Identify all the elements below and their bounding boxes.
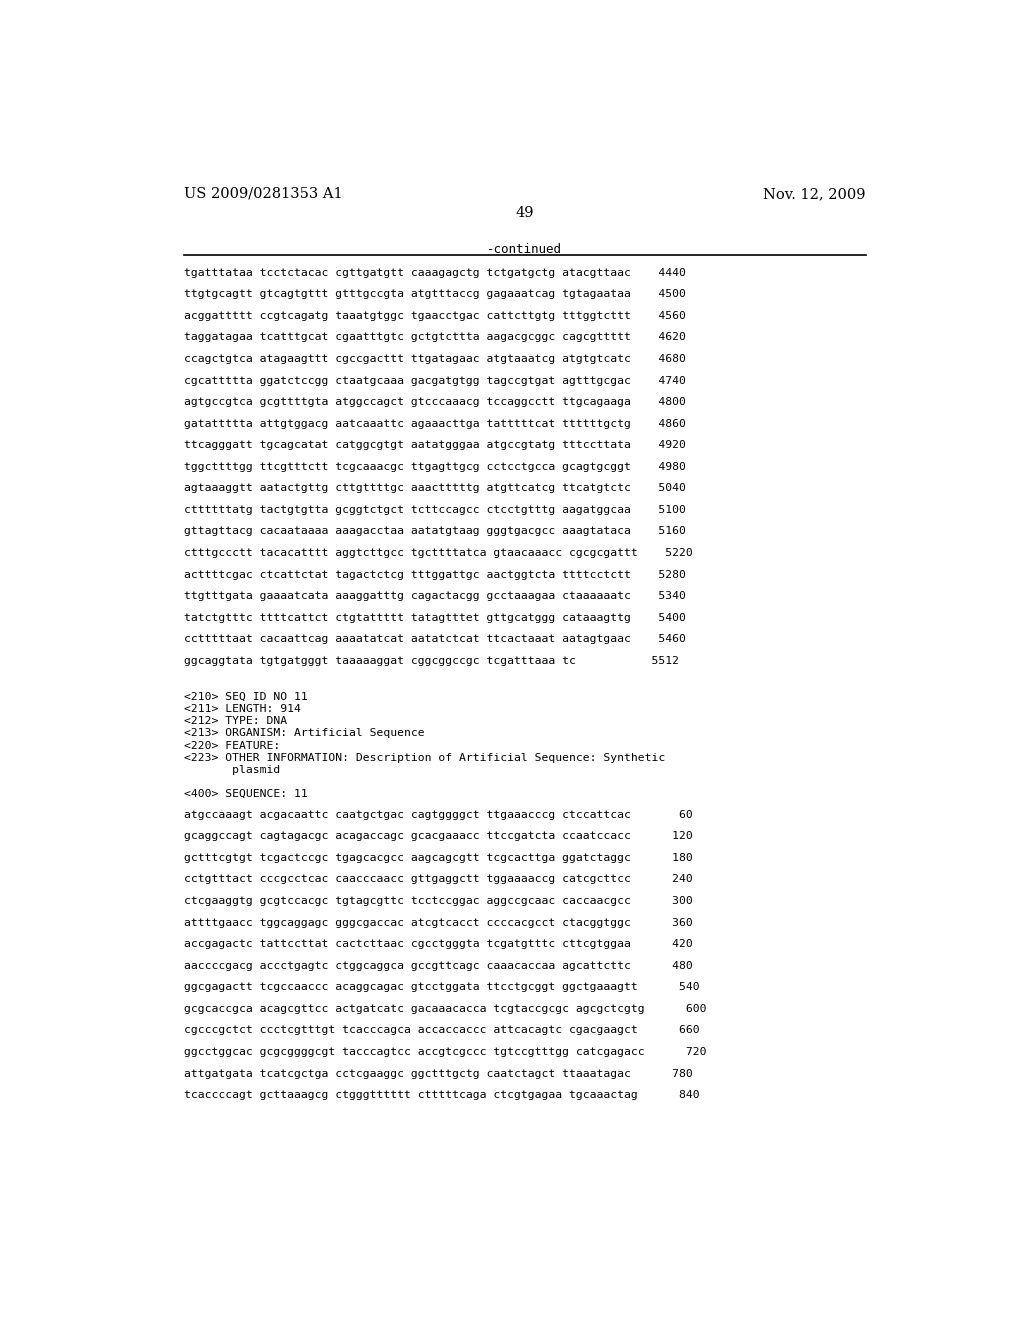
Text: <220> FEATURE:: <220> FEATURE: (183, 741, 280, 751)
Text: Nov. 12, 2009: Nov. 12, 2009 (763, 187, 866, 201)
Text: accgagactc tattccttat cactcttaac cgcctgggta tcgatgtttc cttcgtggaa      420: accgagactc tattccttat cactcttaac cgcctgg… (183, 940, 692, 949)
Text: gcaggccagt cagtagacgc acagaccagc gcacgaaacc ttccgatcta ccaatccacc      120: gcaggccagt cagtagacgc acagaccagc gcacgaa… (183, 832, 692, 841)
Text: ccagctgtca atagaagttt cgccgacttt ttgatagaac atgtaaatcg atgtgtcatc    4680: ccagctgtca atagaagttt cgccgacttt ttgatag… (183, 354, 686, 364)
Text: gctttcgtgt tcgactccgc tgagcacgcc aagcagcgtt tcgcacttga ggatctaggc      180: gctttcgtgt tcgactccgc tgagcacgcc aagcagc… (183, 853, 692, 863)
Text: <223> OTHER INFORMATION: Description of Artificial Sequence: Synthetic: <223> OTHER INFORMATION: Description of … (183, 752, 665, 763)
Text: gcgcaccgca acagcgttcc actgatcatc gacaaacacca tcgtaccgcgc agcgctcgtg      600: gcgcaccgca acagcgttcc actgatcatc gacaaac… (183, 1003, 707, 1014)
Text: 49: 49 (515, 206, 535, 220)
Text: attgatgata tcatcgctga cctcgaaggc ggctttgctg caatctagct ttaaatagac      780: attgatgata tcatcgctga cctcgaaggc ggctttg… (183, 1069, 692, 1078)
Text: ctcgaaggtg gcgtccacgc tgtagcgttc tcctccggac aggccgcaac caccaacgcc      300: ctcgaaggtg gcgtccacgc tgtagcgttc tcctccg… (183, 896, 692, 906)
Text: gatattttta attgtggacg aatcaaattc agaaacttga tatttttcat ttttttgctg    4860: gatattttta attgtggacg aatcaaattc agaaact… (183, 418, 686, 429)
Text: <211> LENGTH: 914: <211> LENGTH: 914 (183, 704, 301, 714)
Text: <213> ORGANISM: Artificial Sequence: <213> ORGANISM: Artificial Sequence (183, 729, 424, 738)
Text: tcaccccagt gcttaaagcg ctgggtttttt ctttttcaga ctcgtgagaa tgcaaactag      840: tcaccccagt gcttaaagcg ctgggtttttt cttttt… (183, 1090, 699, 1100)
Text: US 2009/0281353 A1: US 2009/0281353 A1 (183, 187, 342, 201)
Text: ggcaggtata tgtgatgggt taaaaaggat cggcggccgc tcgatttaaa tc           5512: ggcaggtata tgtgatgggt taaaaaggat cggcggc… (183, 656, 679, 665)
Text: agtgccgtca gcgttttgta atggccagct gtcccaaacg tccaggcctt ttgcagaaga    4800: agtgccgtca gcgttttgta atggccagct gtcccaa… (183, 397, 686, 407)
Text: gttagttacg cacaataaaa aaagacctaa aatatgtaag gggtgacgcc aaagtataca    5160: gttagttacg cacaataaaa aaagacctaa aatatgt… (183, 527, 686, 536)
Text: -continued: -continued (487, 243, 562, 256)
Text: tatctgtttc ttttcattct ctgtattttt tatagtttet gttgcatggg cataaagttg    5400: tatctgtttc ttttcattct ctgtattttt tatagtt… (183, 612, 686, 623)
Text: <400> SEQUENCE: 11: <400> SEQUENCE: 11 (183, 788, 307, 799)
Text: ttgtgcagtt gtcagtgttt gtttgccgta atgtttaccg gagaaatcag tgtagaataa    4500: ttgtgcagtt gtcagtgttt gtttgccgta atgttta… (183, 289, 686, 300)
Text: ttcagggatt tgcagcatat catggcgtgt aatatgggaa atgccgtatg tttccttata    4920: ttcagggatt tgcagcatat catggcgtgt aatatgg… (183, 441, 686, 450)
Text: tgatttataa tcctctacac cgttgatgtt caaagagctg tctgatgctg atacgttaac    4440: tgatttataa tcctctacac cgttgatgtt caaagag… (183, 268, 686, 277)
Text: cgcattttta ggatctccgg ctaatgcaaa gacgatgtgg tagccgtgat agtttgcgac    4740: cgcattttta ggatctccgg ctaatgcaaa gacgatg… (183, 376, 686, 385)
Text: <212> TYPE: DNA: <212> TYPE: DNA (183, 715, 287, 726)
Text: ggcgagactt tcgccaaccc acaggcagac gtcctggata ttcctgcggt ggctgaaagtt      540: ggcgagactt tcgccaaccc acaggcagac gtcctgg… (183, 982, 699, 993)
Text: ttgtttgata gaaaatcata aaaggatttg cagactacgg gcctaaagaa ctaaaaaatc    5340: ttgtttgata gaaaatcata aaaggatttg cagacta… (183, 591, 686, 601)
Text: <210> SEQ ID NO 11: <210> SEQ ID NO 11 (183, 692, 307, 701)
Text: aaccccgacg accctgagtc ctggcaggca gccgttcagc caaacaccaa agcattcttc      480: aaccccgacg accctgagtc ctggcaggca gccgttc… (183, 961, 692, 970)
Text: cgcccgctct ccctcgtttgt tcacccagca accaccaccc attcacagtc cgacgaagct      660: cgcccgctct ccctcgtttgt tcacccagca accacc… (183, 1026, 699, 1035)
Text: cttttttatg tactgtgtta gcggtctgct tcttccagcc ctcctgtttg aagatggcaa    5100: cttttttatg tactgtgtta gcggtctgct tcttcca… (183, 506, 686, 515)
Text: cctttttaat cacaattcag aaaatatcat aatatctcat ttcactaaat aatagtgaac    5460: cctttttaat cacaattcag aaaatatcat aatatct… (183, 635, 686, 644)
Text: ggcctggcac gcgcggggcgt tacccagtcc accgtcgccc tgtccgtttgg catcgagacc      720: ggcctggcac gcgcggggcgt tacccagtcc accgtc… (183, 1047, 707, 1057)
Text: acttttcgac ctcattctat tagactctcg tttggattgc aactggtcta ttttcctctt    5280: acttttcgac ctcattctat tagactctcg tttggat… (183, 570, 686, 579)
Text: agtaaaggtt aatactgttg cttgttttgc aaactttttg atgttcatcg ttcatgtctc    5040: agtaaaggtt aatactgttg cttgttttgc aaacttt… (183, 483, 686, 494)
Text: tggcttttgg ttcgtttctt tcgcaaacgc ttgagttgcg cctcctgcca gcagtgcggt    4980: tggcttttgg ttcgtttctt tcgcaaacgc ttgagtt… (183, 462, 686, 471)
Text: taggatagaa tcatttgcat cgaatttgtc gctgtcttta aagacgcggc cagcgttttt    4620: taggatagaa tcatttgcat cgaatttgtc gctgtct… (183, 333, 686, 342)
Text: plasmid: plasmid (183, 766, 280, 775)
Text: cctgtttact cccgcctcac caacccaacc gttgaggctt tggaaaaccg catcgcttcc      240: cctgtttact cccgcctcac caacccaacc gttgagg… (183, 875, 692, 884)
Text: ctttgccctt tacacatttt aggtcttgcc tgcttttatca gtaacaaacc cgcgcgattt    5220: ctttgccctt tacacatttt aggtcttgcc tgctttt… (183, 548, 692, 558)
Text: acggattttt ccgtcagatg taaatgtggc tgaacctgac cattcttgtg tttggtcttt    4560: acggattttt ccgtcagatg taaatgtggc tgaacct… (183, 312, 686, 321)
Text: atgccaaagt acgacaattc caatgctgac cagtggggct ttgaaacccg ctccattcac       60: atgccaaagt acgacaattc caatgctgac cagtggg… (183, 810, 692, 820)
Text: attttgaacc tggcaggagc gggcgaccac atcgtcacct ccccacgcct ctacggtggc      360: attttgaacc tggcaggagc gggcgaccac atcgtca… (183, 917, 692, 928)
